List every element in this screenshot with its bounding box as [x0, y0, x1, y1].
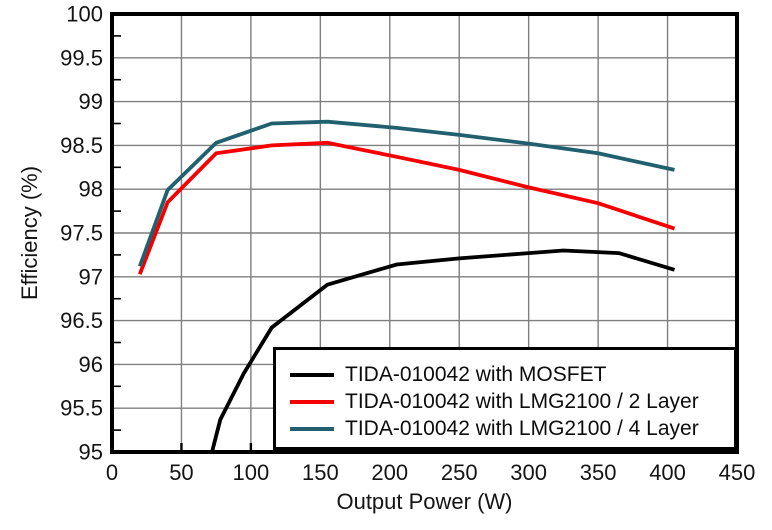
series-line-1: [138, 140, 676, 275]
y-tick-label: 100: [66, 2, 103, 27]
legend-swatch-1: [290, 399, 334, 404]
x-tick-label: 350: [580, 460, 617, 485]
legend-label-1: TIDA-010042 with LMG2100 / 2 Layer: [345, 389, 699, 413]
x-tick-label: 450: [719, 460, 756, 485]
x-axis-title: Output Power (W): [336, 489, 513, 514]
y-tick-label: 99.5: [60, 45, 103, 70]
y-tick-label: 98: [79, 177, 103, 202]
y-tick-label: 99: [79, 89, 103, 114]
x-tick-label: 400: [649, 460, 686, 485]
series-line-0: [210, 248, 676, 453]
x-tick-label: 200: [371, 460, 408, 485]
plot-frame: [110, 12, 739, 454]
x-tick-label: 50: [169, 460, 193, 485]
x-tick-label: 0: [106, 460, 118, 485]
y-tick-label: 95: [79, 440, 103, 465]
x-tick-label: 250: [441, 460, 478, 485]
y-tick-label: 97: [79, 264, 103, 289]
y-axis-title: Efficiency (%): [17, 165, 42, 301]
series-line-2: [138, 119, 675, 267]
legend-item-2: TIDA-010042 with LMG2100 / 4 Layer: [276, 415, 734, 442]
legend-swatch-0: [290, 372, 334, 377]
legend-label-2: TIDA-010042 with LMG2100 / 4 Layer: [345, 416, 699, 440]
legend-item-1: TIDA-010042 with LMG2100 / 2 Layer: [276, 388, 734, 415]
x-tick-label: 100: [233, 460, 270, 485]
legend-label-0: TIDA-010042 with MOSFET: [345, 362, 607, 386]
x-tick-label: 300: [510, 460, 547, 485]
y-tick-label: 96.5: [60, 308, 103, 333]
y-tick-label: 98.5: [60, 133, 103, 158]
y-tick-label: 97.5: [60, 221, 103, 246]
y-tick-label: 96: [79, 352, 103, 377]
legend-swatch-2: [290, 426, 334, 431]
legend-item-0: TIDA-010042 with MOSFET: [276, 361, 734, 388]
x-tick-label: 150: [302, 460, 339, 485]
chart-legend: TIDA-010042 with MOSFET TIDA-010042 with …: [273, 347, 737, 450]
y-tick-label: 95.5: [60, 396, 103, 421]
